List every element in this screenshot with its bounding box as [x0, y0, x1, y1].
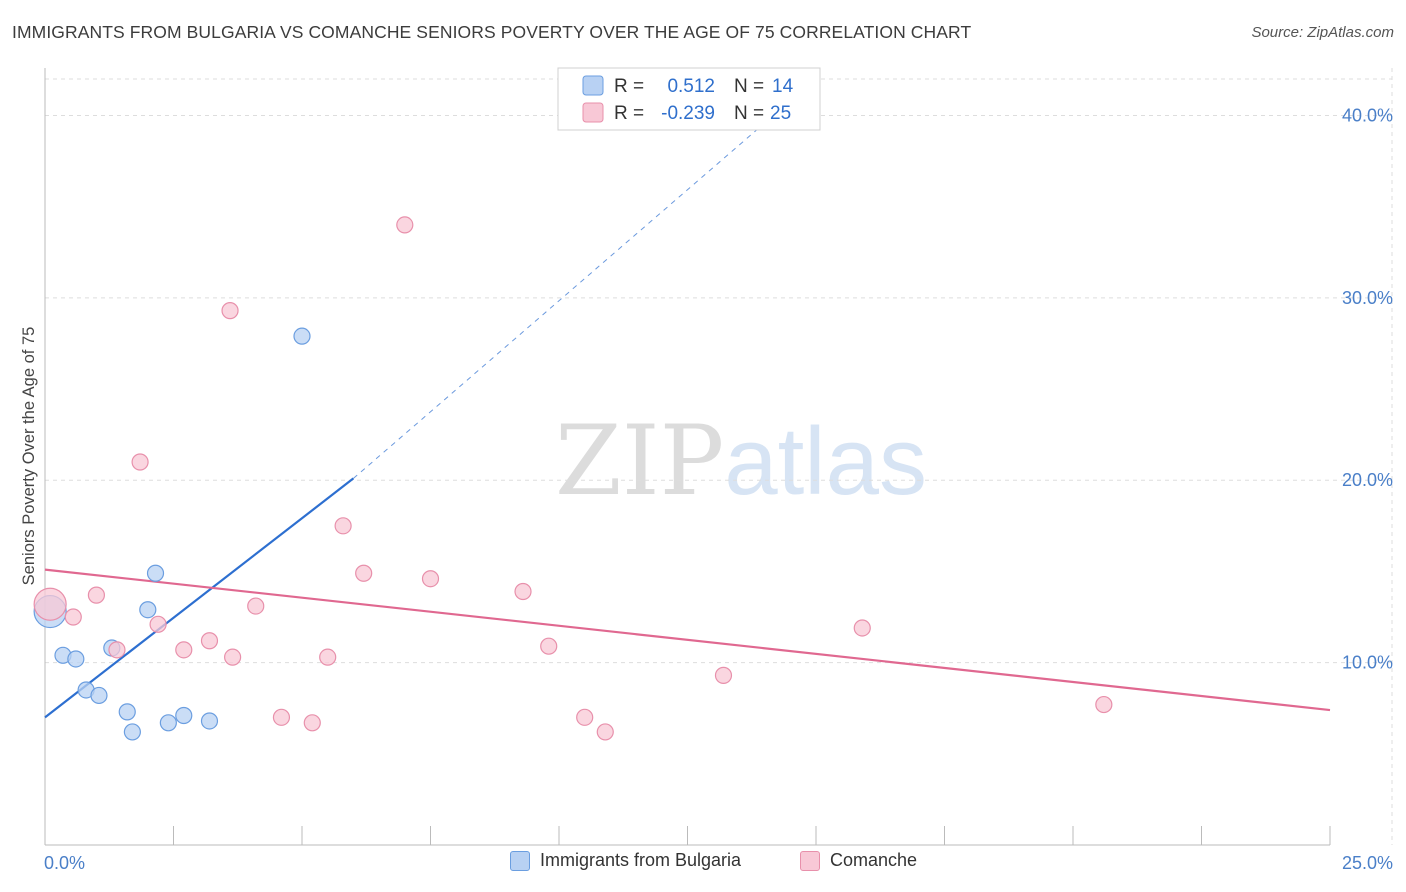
- data-point-bulgaria-7: [123, 723, 141, 741]
- data-point-comanche-1: [64, 608, 82, 626]
- legend-n-value-1: 14: [772, 76, 794, 97]
- x-tick-label-1: 25.0%: [1342, 853, 1393, 873]
- x-tick-label-0: 0.0%: [44, 853, 85, 873]
- legend-r-value-1: 0.512: [667, 76, 715, 97]
- x-ticks: [44, 826, 1331, 845]
- data-point-comanche-9: [224, 648, 242, 666]
- y-tick-labels: 10.0% 20.0% 30.0% 40.0%: [1342, 105, 1393, 672]
- trend-line-bulgaria: [44, 477, 355, 719]
- legend-n-label-1: N =: [734, 76, 764, 97]
- trend-line-comanche: [44, 568, 1331, 712]
- axes: [44, 68, 1330, 846]
- source-label: Source: ZipAtlas.com: [1251, 24, 1394, 41]
- data-point-comanche-4: [131, 453, 149, 471]
- data-point-comanche-10: [247, 597, 265, 615]
- data-point-comanche-0: [33, 587, 67, 621]
- data-point-comanche-17: [421, 570, 440, 588]
- data-point-bulgaria-4: [90, 686, 108, 705]
- correlation-legend: R = 0.512 N = 14 R = -0.239 N = 25: [557, 67, 821, 131]
- legend-label-bulgaria: Immigrants from Bulgaria: [540, 850, 742, 870]
- data-point-comanche-15: [355, 564, 373, 582]
- trend-line-bulgaria-extension: [353, 100, 791, 479]
- data-point-bulgaria-9: [146, 564, 165, 582]
- watermark: ZIPatlas: [555, 405, 927, 517]
- data-point-comanche-14: [334, 517, 352, 535]
- legend-r-label-1: R =: [614, 76, 644, 97]
- legend-label-comanche: Comanche: [830, 850, 918, 870]
- data-point-comanche-19: [540, 637, 558, 655]
- data-point-comanche-23: [853, 619, 871, 637]
- data-point-comanche-21: [596, 723, 614, 741]
- data-point-comanche-2: [87, 586, 106, 604]
- data-point-bulgaria-11: [175, 706, 193, 725]
- legend-swatch-blue: [582, 75, 604, 96]
- series-legend: Immigrants from Bulgaria Comanche: [0, 850, 1406, 880]
- data-point-comanche-8: [221, 302, 239, 320]
- legend-r-value-2: -0.239: [661, 103, 715, 124]
- data-point-comanche-20: [576, 708, 594, 726]
- data-point-comanche-11: [272, 708, 291, 726]
- y-tick-label-0: 10.0%: [1342, 653, 1393, 673]
- legend-r-label-2: R =: [614, 103, 644, 124]
- y-axis-label: Seniors Poverty Over the Age of 75: [20, 327, 38, 586]
- data-point-bulgaria-8: [139, 601, 157, 619]
- data-point-bulgaria-13: [293, 327, 311, 345]
- watermark-zip: ZIP: [555, 405, 725, 517]
- data-point-comanche-5: [149, 615, 167, 633]
- legend-item-bulgaria: Immigrants from Bulgaria: [510, 850, 741, 871]
- data-point-comanche-18: [514, 582, 532, 601]
- legend-swatch-comanche: [800, 850, 820, 871]
- x-tick-labels: 0.0% 25.0%: [44, 853, 1393, 873]
- legend-swatch-pink: [582, 102, 604, 123]
- watermark-atlas: atlas: [724, 408, 927, 515]
- data-point-bulgaria-12: [200, 712, 219, 730]
- legend-n-value-2: 25: [770, 103, 791, 124]
- data-point-comanche-3: [108, 641, 126, 659]
- data-point-comanche-22: [714, 666, 733, 684]
- data-point-comanche-24: [1095, 695, 1113, 714]
- data-point-bulgaria-6: [118, 703, 136, 721]
- legend-swatch-bulgaria: [510, 850, 530, 871]
- data-point-comanche-13: [319, 648, 337, 666]
- grid-lines: [45, 68, 1393, 845]
- y-tick-label-2: 30.0%: [1342, 288, 1393, 308]
- data-point-comanche-12: [303, 714, 321, 732]
- legend-item-comanche: Comanche: [800, 850, 917, 871]
- data-points: [33, 216, 1113, 741]
- legend-n-label-2: N =: [734, 103, 764, 124]
- y-tick-label-3: 40.0%: [1342, 105, 1393, 125]
- data-point-bulgaria-10: [159, 714, 177, 732]
- data-point-comanche-7: [200, 632, 219, 650]
- data-point-bulgaria-2: [67, 650, 85, 668]
- data-point-comanche-16: [396, 216, 414, 234]
- chart-title: IMMIGRANTS FROM BULGARIA VS COMANCHE SEN…: [12, 22, 972, 42]
- y-tick-label-1: 20.0%: [1342, 470, 1393, 490]
- data-point-comanche-6: [175, 641, 193, 659]
- trend-lines: [44, 100, 1331, 719]
